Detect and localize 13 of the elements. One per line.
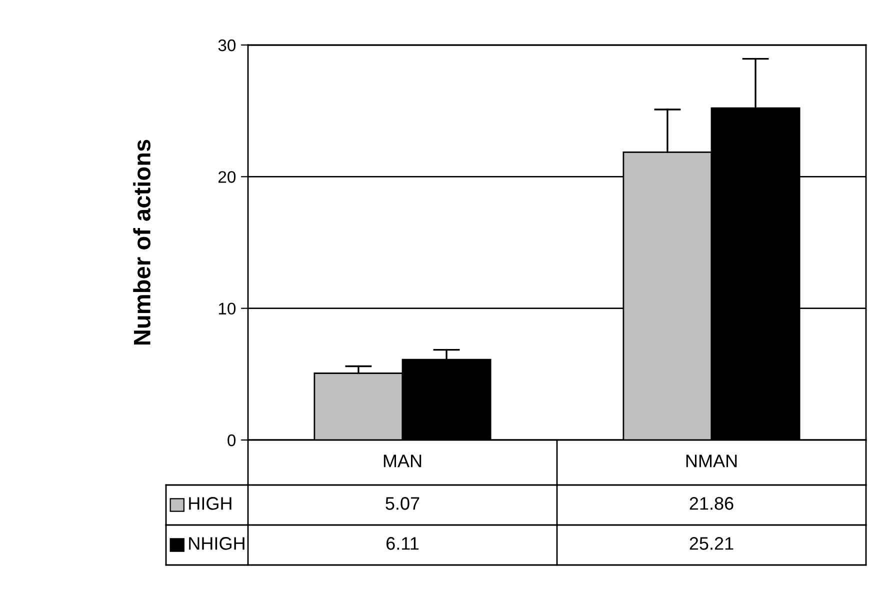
y-tick-label: 30 — [218, 39, 236, 52]
legend-label: NHIGH — [189, 537, 244, 550]
legend-label: HIGH — [189, 497, 232, 510]
data-label: 6.11 — [386, 537, 419, 550]
y-tick-label: 0 — [228, 434, 236, 446]
data-label: 25.21 — [690, 537, 734, 550]
data-label: 21.86 — [690, 497, 734, 510]
y-tick-label: 20 — [218, 171, 236, 183]
y-axis-title: Number of actions — [133, 140, 150, 345]
y-tick-label: 10 — [218, 302, 236, 315]
x-tick-label: NMAN — [686, 454, 737, 468]
data-label: 5.07 — [386, 497, 420, 510]
x-tick-label: MAN — [384, 454, 422, 468]
